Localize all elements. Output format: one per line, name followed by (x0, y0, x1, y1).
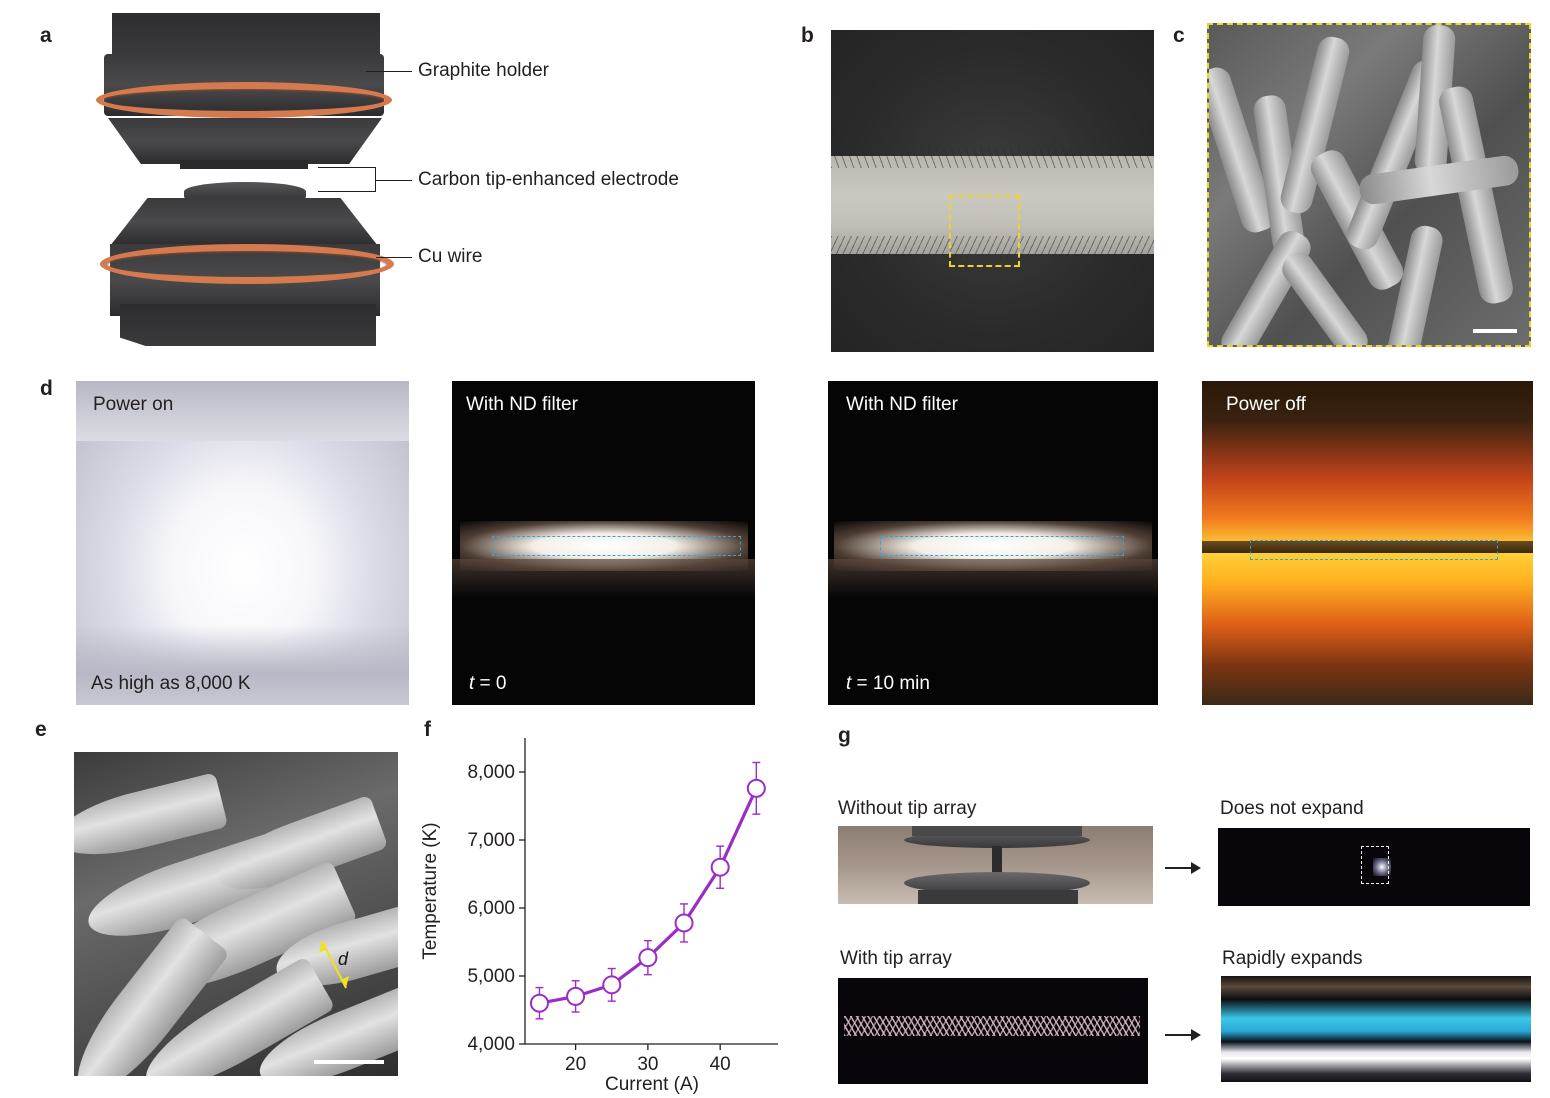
y-tick-label: 7,000 (467, 830, 515, 851)
tip-array-glow (844, 1016, 1140, 1036)
label-does-not-expand: Does not expand (1220, 798, 1364, 819)
label-power-on: Power on (93, 394, 174, 415)
y-tick-label: 5,000 (467, 966, 515, 987)
data-point (529, 993, 549, 1013)
roi-box (492, 536, 741, 556)
sem-fiber-tips (1207, 23, 1531, 347)
data-point (566, 986, 586, 1006)
panel-letter-g: g (838, 724, 851, 747)
photo-without-tip (838, 826, 1153, 904)
data-point (710, 857, 730, 877)
x-tick-label: 40 (710, 1054, 731, 1075)
photo-power-on: Power on As high as 8,000 K (76, 381, 409, 705)
photo-power-off: Power off (1202, 381, 1533, 705)
label-power-off: Power off (1226, 394, 1306, 415)
leader-graphite-holder (366, 71, 412, 72)
label-time-0: t = 0 (469, 673, 507, 694)
roi-box (880, 536, 1124, 556)
fiber-strands-top (831, 148, 1154, 168)
x-tick-label: 20 (565, 1054, 586, 1075)
x-axis-label: Current (A) (605, 1074, 699, 1095)
y-tick-label: 6,000 (467, 898, 515, 919)
panel-letter-c: c (1173, 24, 1185, 47)
panel-letter-a: a (40, 24, 52, 47)
label-without-tip: Without tip array (838, 798, 977, 819)
arc-region-box (1361, 846, 1389, 884)
label-electrode: Carbon tip-enhanced electrode (418, 169, 679, 190)
bottom-holder-base (120, 304, 376, 346)
panel-letter-f: f (424, 718, 431, 741)
zoom-region-box (949, 195, 1020, 267)
scale-bar (314, 1060, 384, 1064)
leader-cu-wire (376, 257, 412, 258)
temperature-current-chart: 4,000 5,000 6,000 7,000 8,000 20 30 40 Tempera… (420, 738, 778, 1095)
dimension-label: d (338, 949, 349, 969)
panel-letter-e: e (35, 718, 47, 741)
top-holder-cap (112, 13, 380, 59)
top-copper-ring (96, 82, 392, 118)
photo-nd-filter-t10: With ND filter t = 10 min (828, 381, 1158, 705)
y-tick-label: 4,000 (467, 1034, 515, 1055)
sem-needle-tips: d (74, 752, 398, 1076)
label-time-10: t = 10 min (846, 673, 930, 694)
arrow-without-tip (1165, 863, 1201, 873)
top-electrode-disc (180, 160, 308, 169)
y-tick-label: 8,000 (467, 762, 515, 783)
fiber (1436, 83, 1516, 307)
data-point (638, 948, 658, 968)
data-point (746, 778, 766, 798)
y-axis-label: Temperature (K) (420, 822, 441, 959)
label-nd-filter: With ND filter (466, 394, 578, 415)
top-holder-taper (108, 118, 382, 164)
label-rapidly-expands: Rapidly expands (1222, 948, 1363, 969)
label-cu-wire: Cu wire (418, 246, 483, 267)
data-point (602, 975, 622, 995)
label-with-tip: With tip array (840, 948, 952, 969)
panel-letter-d: d (40, 377, 53, 400)
photo-does-not-expand (1218, 828, 1530, 906)
roi-box (1250, 540, 1498, 560)
bottom-holder-taper (110, 198, 378, 246)
photo-fiber-gap (831, 30, 1154, 352)
x-tick-label: 30 (637, 1054, 658, 1075)
bottom-copper-ring (100, 244, 394, 284)
panel-letter-b: b (801, 24, 814, 47)
photo-rapidly-expands (1221, 976, 1531, 1082)
photo-nd-filter-t0: With ND filter t = 0 (452, 381, 755, 705)
scale-bar (1473, 329, 1517, 333)
data-point (674, 913, 694, 933)
photo-with-tip (838, 978, 1148, 1084)
arrow-with-tip (1165, 1030, 1201, 1040)
fiber-strands-bottom (831, 236, 1154, 258)
label-graphite-holder: Graphite holder (418, 60, 549, 81)
dimension-arrow (319, 940, 349, 989)
label-max-temp: As high as 8,000 K (91, 673, 251, 694)
label-nd-filter: With ND filter (846, 394, 958, 415)
